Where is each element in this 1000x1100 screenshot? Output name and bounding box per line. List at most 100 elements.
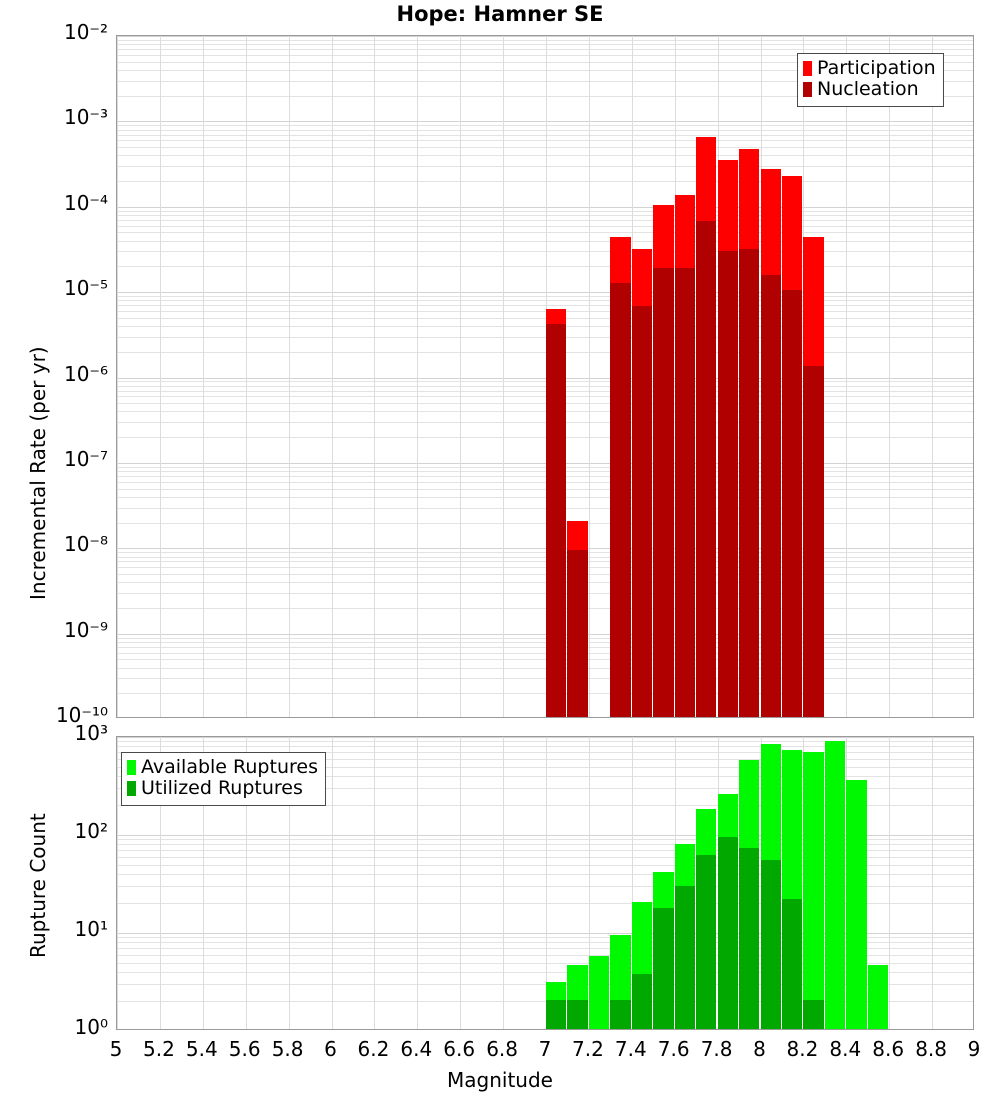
x-tick-label: 7.4 [614,1037,647,1061]
gridline-horizontal [117,659,973,660]
gridline-vertical [546,737,547,1029]
top-legend: Participation Nucleation [797,53,944,107]
gridline-horizontal [117,467,973,468]
gridline-vertical [503,737,504,1029]
x-tick-label: 5.6 [228,1037,261,1061]
gridline-horizontal [117,471,973,472]
gridline-vertical [460,36,461,717]
y-tick-label: 10¹ [74,917,108,941]
gridline-horizontal [117,844,973,845]
gridline-horizontal [117,561,973,562]
bar-utilized [674,885,695,1029]
gridline-horizontal [117,693,973,694]
gridline-vertical [203,737,204,1029]
bar-available [824,741,846,1029]
gridline-vertical [632,737,633,1029]
gridline-horizontal [117,411,973,412]
gridline-horizontal [117,653,973,654]
y-tick-label: 10⁻⁷ [63,446,108,471]
bar-utilized [631,974,653,1029]
gridline-horizontal [117,305,973,306]
gridline-vertical [203,36,204,717]
page-title: Hope: Hamner SE [396,2,604,26]
bar-available [867,965,888,1029]
gridline-horizontal [117,972,973,973]
gridline-horizontal [117,942,973,943]
legend-item: Available Ruptures [127,756,318,778]
bar-nucleation [610,283,631,717]
gridline-horizontal [117,226,973,227]
gridline-vertical [374,36,375,717]
gridline-horizontal [117,422,973,423]
gridline-vertical [846,36,847,717]
x-tick-label: 8 [753,1037,766,1061]
gridline-horizontal [117,81,973,82]
gridline-horizontal [117,593,973,594]
x-tick-label: 8.4 [829,1037,862,1061]
gridline-horizontal [117,839,973,840]
gridline-vertical [289,36,290,717]
gridline-horizontal [117,642,973,643]
gridline-horizontal [117,251,973,252]
legend-swatch-icon [803,61,812,77]
bar-utilized [717,836,738,1029]
gridline-horizontal [117,647,973,648]
bar-utilized [610,999,631,1029]
x-tick-label: 7.2 [571,1037,604,1061]
gridline-horizontal [117,1001,973,1002]
gridline-horizontal [117,378,973,379]
gridline-horizontal [117,767,973,768]
incremental-rate-panel [116,35,974,718]
gridline-horizontal [117,207,973,208]
gridline-horizontal [117,396,973,397]
bar-nucleation [803,365,824,717]
bar-nucleation [717,250,738,717]
gridline-horizontal [117,482,973,483]
gridline-vertical [332,737,333,1029]
gridline-horizontal [117,759,973,760]
gridline-horizontal [117,634,973,635]
bar-available [803,752,824,1029]
bottom-gridlines [117,737,973,1029]
gridline-horizontal [117,574,973,575]
gridline-horizontal [117,241,973,242]
gridline-horizontal [117,326,973,327]
gridline-horizontal [117,752,973,753]
x-tick-label: 9 [967,1037,981,1061]
bar-nucleation [674,268,695,717]
gridline-vertical [589,36,590,717]
gridline-vertical [332,36,333,717]
bottom-bar-series [117,737,973,1029]
gridline-horizontal [117,147,973,148]
y-tick-label: 10⁻³ [63,105,108,130]
y-tick-label: 10⁻⁹ [63,617,108,642]
bar-utilized [781,899,803,1029]
bar-utilized [653,908,674,1029]
gridline-horizontal [117,181,973,182]
top-y-axis-label: Incremental Rate (per yr) [26,346,50,600]
gridline-horizontal [117,300,973,301]
legend-label: Participation [817,57,936,79]
gridline-horizontal [117,933,973,934]
gridline-vertical [889,36,890,717]
x-tick-label: 6.6 [443,1037,476,1061]
x-tick-label: 8.8 [915,1037,947,1061]
legend-item: Nucleation [803,78,936,101]
gridline-horizontal [117,857,973,858]
gridline-horizontal [117,737,973,738]
gridline-horizontal [117,865,973,866]
y-tick-label: 10⁰ [74,1015,108,1039]
gridline-horizontal [117,886,973,887]
gridline-vertical [246,36,247,717]
gridline-horizontal [117,166,973,167]
legend-swatch-icon [127,781,136,797]
gridline-vertical [117,36,118,717]
legend-label: Nucleation [817,78,919,101]
gridline-horizontal [117,850,973,851]
x-tick-label: 8.2 [786,1037,819,1061]
x-tick-label: 6.8 [486,1037,518,1061]
bar-available [846,779,867,1029]
gridline-horizontal [117,948,973,949]
gridline-horizontal [117,963,973,964]
gridline-horizontal [117,608,973,609]
